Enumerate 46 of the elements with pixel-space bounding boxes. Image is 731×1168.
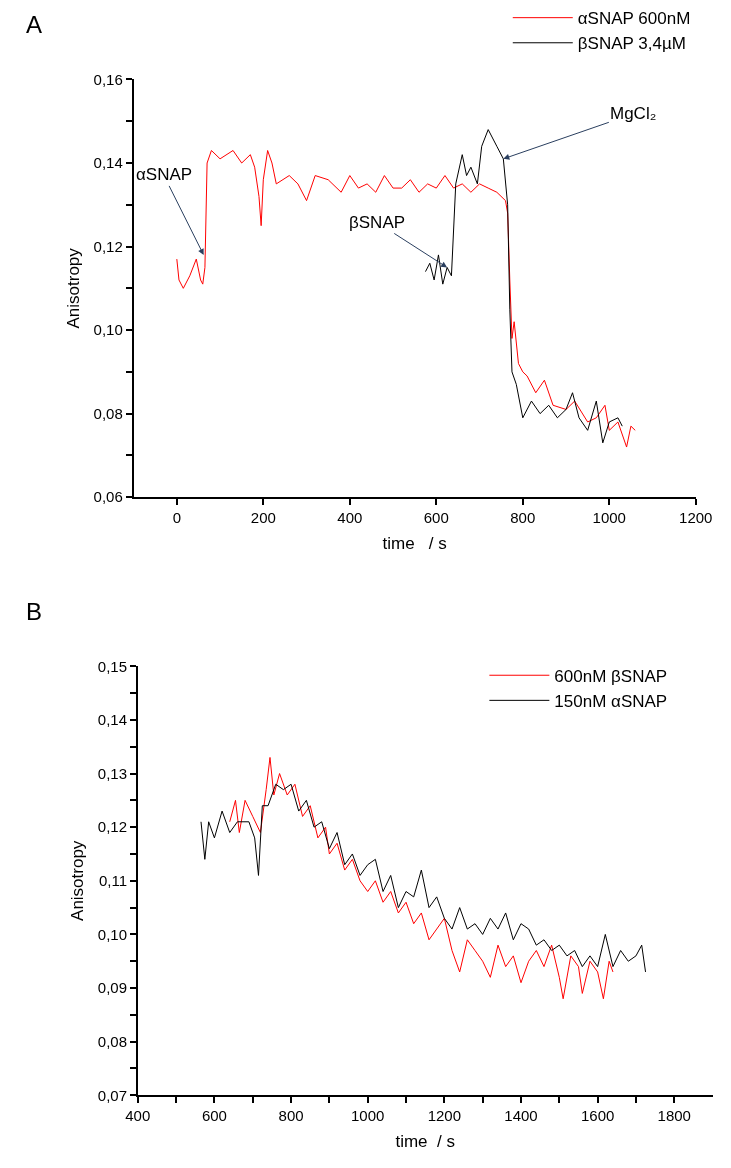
y-tick-label: 0,09 xyxy=(97,979,128,997)
chart-title: A xyxy=(26,11,43,38)
y-tick-label: 0,10 xyxy=(97,925,128,943)
line-series xyxy=(200,783,647,973)
x-tick-label: 400 xyxy=(125,1107,151,1125)
x-tick-label: 600 xyxy=(201,1107,227,1125)
x-tick-label: 1200 xyxy=(679,508,713,526)
legend-label: 150nM αSNAP xyxy=(554,691,668,711)
x-tick-label: 1800 xyxy=(657,1107,691,1125)
x-tick-label: 1000 xyxy=(351,1107,385,1125)
y-tick-label: 0,12 xyxy=(97,818,128,836)
x-tick-label: 400 xyxy=(337,508,363,526)
annotation: βSNAP xyxy=(349,213,406,232)
y-tick-label: 0,07 xyxy=(97,1086,128,1104)
x-tick-label: 1400 xyxy=(504,1107,538,1125)
y-axis-title: Anisotropy xyxy=(67,840,87,921)
legend-label: αSNAP 600nM xyxy=(577,9,691,29)
y-tick-label: 0,14 xyxy=(93,154,123,172)
legend-label: 600nM βSNAP xyxy=(554,666,668,686)
y-tick-label: 0,06 xyxy=(93,488,123,506)
y-tick-label: 0,15 xyxy=(97,657,128,675)
chart-title: B xyxy=(26,598,43,625)
y-tick-label: 0,13 xyxy=(97,764,128,782)
x-tick-label: 1200 xyxy=(427,1107,462,1125)
y-tick-label: 0,11 xyxy=(98,872,128,890)
y-axis-title: Anisotropy xyxy=(63,247,83,329)
x-tick-label: 800 xyxy=(278,1107,304,1125)
y-tick-label: 0,08 xyxy=(97,1032,128,1050)
x-tick-label: 200 xyxy=(250,508,276,526)
y-tick-label: 0,08 xyxy=(93,404,123,422)
x-tick-label: 600 xyxy=(423,508,449,526)
annotation: αSNAP xyxy=(136,165,193,184)
x-tick-label: 0 xyxy=(172,508,181,526)
legend-label: βSNAP 3,4µM xyxy=(577,34,686,54)
x-axis-title: time / s xyxy=(382,533,447,553)
x-tick-label: 800 xyxy=(510,508,536,526)
y-tick-label: 0,10 xyxy=(93,321,123,339)
x-axis-title: time / s xyxy=(395,1131,455,1151)
x-tick-label: 1600 xyxy=(580,1107,615,1125)
annotation: MgCl₂ xyxy=(610,104,657,123)
y-tick-label: 0,12 xyxy=(93,237,123,255)
y-tick-label: 0,14 xyxy=(97,711,128,729)
x-tick-label: 1000 xyxy=(592,508,626,526)
y-tick-label: 0,16 xyxy=(93,70,123,88)
line-series xyxy=(229,756,614,1000)
line-series xyxy=(424,129,623,444)
